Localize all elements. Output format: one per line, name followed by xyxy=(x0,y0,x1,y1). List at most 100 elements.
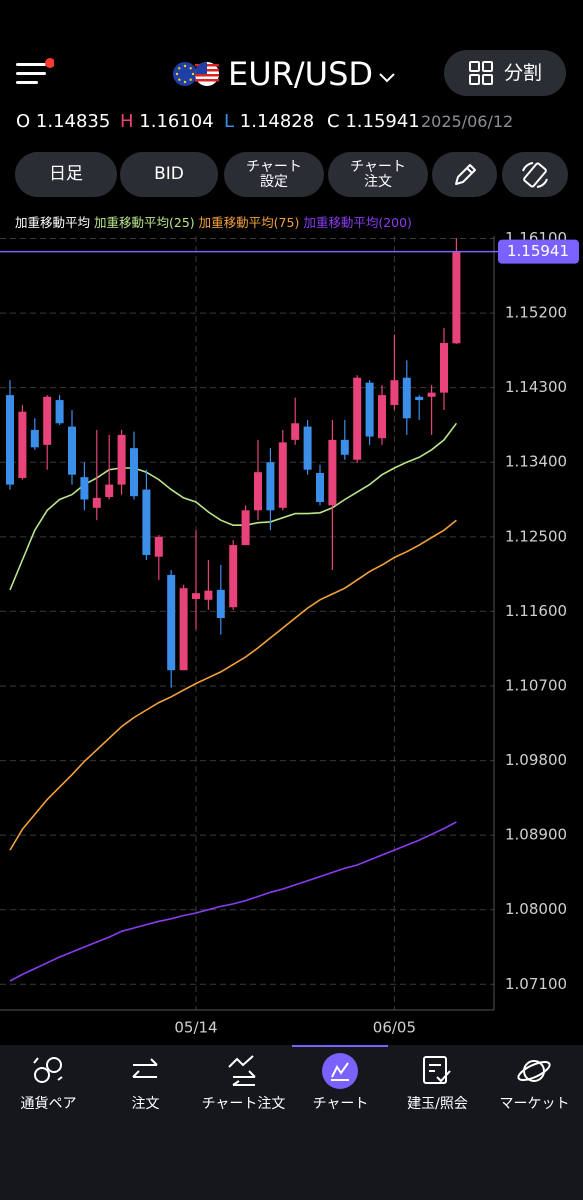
candle-body xyxy=(254,472,262,511)
ohlc-date: 2025/06/12 xyxy=(421,112,514,131)
menu-button[interactable] xyxy=(14,58,55,88)
legend-entry: 加重移動平均(200) xyxy=(303,215,412,230)
ohlc-letter: O xyxy=(16,111,31,132)
candle-body xyxy=(365,382,374,437)
x-tick-label: 06/05 xyxy=(373,1019,416,1037)
y-tick-label: 1.09800 xyxy=(505,751,567,769)
candle-body xyxy=(142,489,151,556)
nav-item[interactable]: チャート xyxy=(292,1045,389,1135)
ohlc-letter: H xyxy=(120,111,134,132)
chevron-icon xyxy=(379,73,395,83)
candle-body xyxy=(154,536,163,557)
y-tick-label: 1.15200 xyxy=(505,304,567,322)
candle-body xyxy=(415,396,424,401)
candle-body xyxy=(6,395,14,485)
candle-body xyxy=(229,545,238,608)
y-tick-label: 1.08000 xyxy=(505,900,567,918)
candle-body xyxy=(117,434,126,485)
button-label: 注文 xyxy=(364,173,392,190)
legend-title: 加重移動平均 xyxy=(15,215,90,230)
candle-body xyxy=(105,484,114,498)
candle-body xyxy=(241,510,250,546)
candle-body xyxy=(328,439,337,506)
candle-body xyxy=(167,574,176,671)
bid-button[interactable]: BID xyxy=(120,152,218,197)
pair-name: EUR/USD xyxy=(228,55,374,93)
nav-icon xyxy=(322,1053,358,1089)
y-tick-label: 1.11600 xyxy=(505,602,567,620)
moving-average-line xyxy=(9,821,457,982)
nav-icon xyxy=(228,1055,256,1086)
ohlc-value: 1.15941 xyxy=(345,111,420,132)
nav-label: チャート注文 xyxy=(201,1096,286,1112)
candle-body xyxy=(92,497,101,508)
candle-body xyxy=(266,462,275,511)
button-label: 日足 xyxy=(49,164,83,184)
nav-icon xyxy=(517,1060,551,1082)
candle-body xyxy=(378,395,386,439)
x-tick-label: 05/14 xyxy=(174,1019,217,1037)
legend-entry: 加重移動平均(75) xyxy=(199,215,300,230)
nav-label: チャート xyxy=(312,1096,369,1112)
legend: 加重移動平均 加重移動平均(25) 加重移動平均(75) 加重移動平均(200) xyxy=(15,215,412,230)
chart-settings-button[interactable]: チャート 設定 xyxy=(224,152,324,197)
candle-body xyxy=(427,392,436,397)
candle-body xyxy=(18,411,27,478)
ohlc-close: C 1.15941 xyxy=(327,111,420,133)
y-tick-label: 1.10700 xyxy=(505,676,567,694)
candle-body xyxy=(402,377,411,419)
candle-body xyxy=(55,400,64,424)
y-tick-label: 1.13400 xyxy=(505,453,567,471)
ohlc-letter: L xyxy=(224,111,235,132)
ohlc-open: O 1.14835 xyxy=(16,111,110,133)
ohlc-value: 1.14835 xyxy=(35,111,111,132)
candle-body xyxy=(43,396,52,445)
candle-body xyxy=(452,251,461,344)
split-button[interactable]: 分割 xyxy=(444,50,566,96)
pair-selector[interactable]: EUR/USD xyxy=(170,55,410,93)
timeframe-button[interactable]: 日足 xyxy=(15,152,117,197)
button-label: 設定 xyxy=(260,173,288,190)
candle-body xyxy=(291,423,300,440)
candle-body xyxy=(390,380,399,406)
ohlc-value: 1.14828 xyxy=(239,111,315,132)
candle-body xyxy=(192,593,200,599)
ohlc-low: L 1.14828 xyxy=(224,111,314,133)
ohlc-high: H 1.16104 xyxy=(120,111,214,133)
button-label: チャート xyxy=(246,158,302,175)
ohlc-letter: C xyxy=(327,111,340,132)
nav-icon xyxy=(33,1057,63,1083)
rotate-button[interactable] xyxy=(502,152,568,197)
menu-icon xyxy=(16,58,55,84)
candle-body xyxy=(130,448,138,497)
price-label-box xyxy=(498,239,579,264)
y-tick-label: 1.08900 xyxy=(505,826,567,844)
moving-average-line xyxy=(9,519,457,851)
candle-body xyxy=(303,426,312,470)
nav-item[interactable]: 建玉/照会 xyxy=(389,1045,486,1135)
y-tick-label: 1.12500 xyxy=(505,527,567,545)
split-icon xyxy=(468,61,493,85)
nav-item[interactable]: マーケット xyxy=(486,1045,583,1135)
chart-order-button[interactable]: チャート 注文 xyxy=(328,152,428,197)
pencil-icon xyxy=(454,163,476,185)
nav-label: 通貨ペア xyxy=(20,1096,77,1112)
candle-body xyxy=(68,426,76,475)
candle-body xyxy=(340,439,349,455)
nav-label: 建玉/照会 xyxy=(407,1096,468,1112)
candle-body xyxy=(30,429,39,448)
candle-body xyxy=(179,588,188,671)
legend-entry: 加重移動平均(25) xyxy=(94,215,195,230)
y-tick-label: 1.14300 xyxy=(505,378,567,396)
flag-icons xyxy=(173,62,219,86)
candle-body xyxy=(216,589,225,619)
nav-item[interactable]: 注文 xyxy=(97,1045,194,1135)
draw-button[interactable] xyxy=(432,152,497,197)
active-tab-indicator xyxy=(292,1045,388,1047)
nav-item[interactable]: 通貨ペア xyxy=(0,1045,97,1135)
candle-body xyxy=(440,342,448,393)
y-tick-label: 1.07100 xyxy=(505,975,567,993)
nav-icon xyxy=(132,1058,158,1078)
candle-body xyxy=(80,477,89,500)
nav-item[interactable]: チャート注文 xyxy=(195,1045,292,1135)
